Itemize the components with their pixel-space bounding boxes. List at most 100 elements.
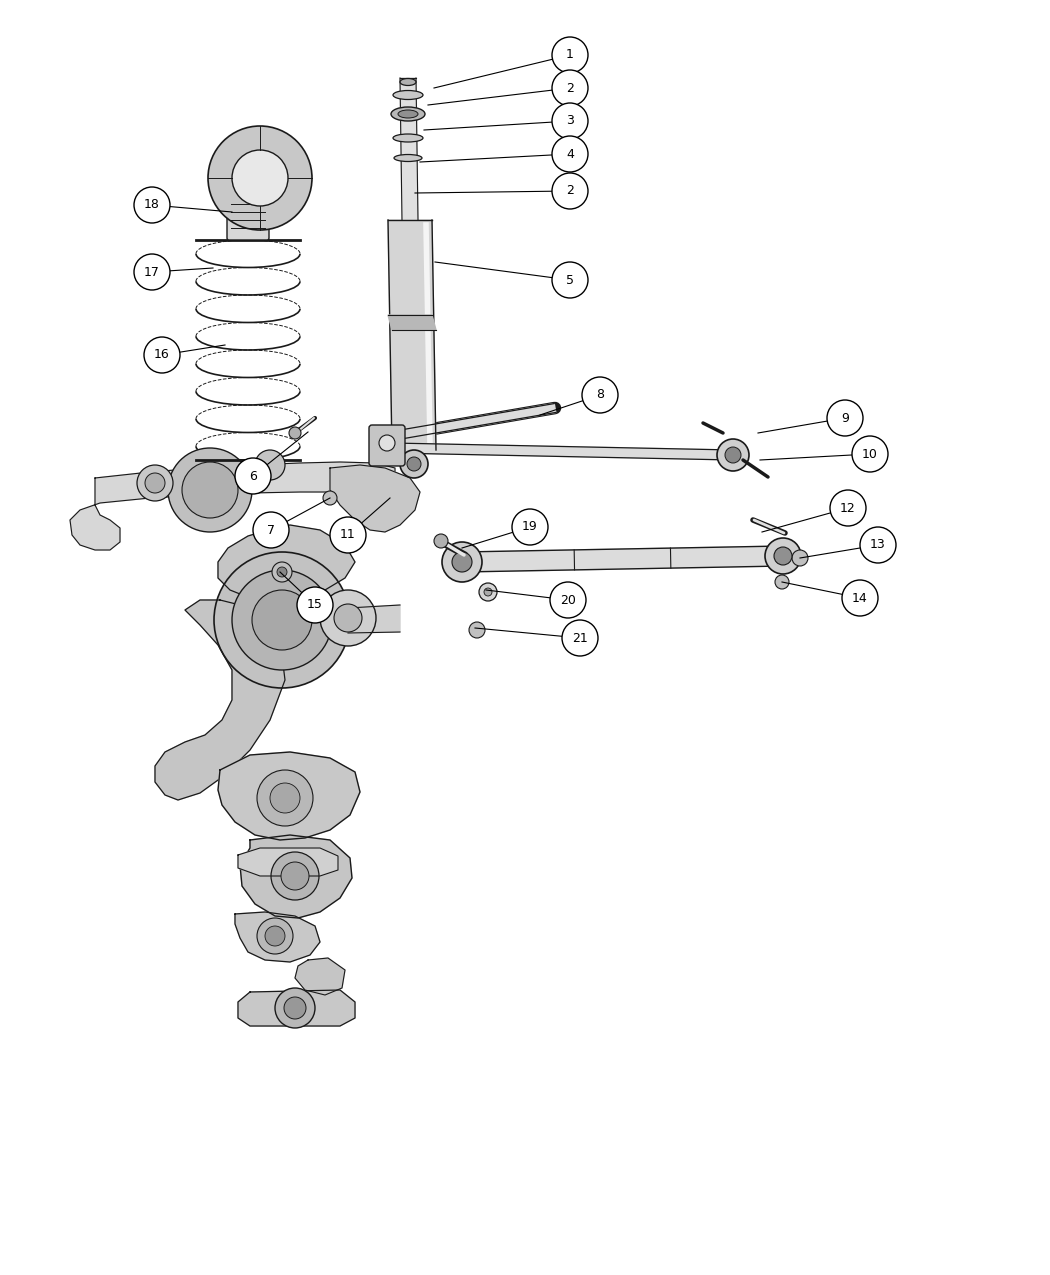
Polygon shape [238,989,355,1026]
Circle shape [852,436,888,472]
Circle shape [442,542,482,581]
Text: 10: 10 [862,448,878,460]
Circle shape [717,439,749,470]
Circle shape [512,509,548,544]
Circle shape [323,491,337,505]
Circle shape [145,473,165,493]
Ellipse shape [400,79,416,85]
Circle shape [182,462,238,518]
Text: 21: 21 [572,631,588,644]
Circle shape [232,150,288,207]
Circle shape [320,590,376,646]
Text: 19: 19 [522,520,538,533]
Circle shape [552,70,588,106]
Circle shape [257,770,313,826]
Circle shape [271,852,319,900]
Circle shape [277,567,287,578]
FancyBboxPatch shape [369,425,405,465]
Circle shape [235,458,271,493]
Polygon shape [238,848,338,876]
Circle shape [400,450,428,478]
Circle shape [134,254,170,289]
Circle shape [774,547,792,565]
Circle shape [765,538,801,574]
Polygon shape [295,958,345,994]
Text: 1: 1 [566,48,574,61]
Text: 11: 11 [340,529,356,542]
Polygon shape [330,465,420,532]
Text: 18: 18 [144,199,160,212]
Polygon shape [218,525,355,601]
Circle shape [134,187,170,223]
Circle shape [407,456,421,470]
Circle shape [214,552,350,689]
Text: 20: 20 [560,593,576,607]
Circle shape [562,620,598,657]
Circle shape [550,581,586,618]
Circle shape [860,527,896,564]
Circle shape [168,448,252,532]
Ellipse shape [394,154,422,162]
Circle shape [842,580,878,616]
Circle shape [284,997,306,1019]
Ellipse shape [391,107,425,121]
Circle shape [252,590,312,650]
Polygon shape [400,78,418,221]
Text: 5: 5 [566,274,574,287]
Polygon shape [392,442,733,460]
Polygon shape [218,752,360,840]
Circle shape [208,126,312,230]
Polygon shape [392,404,555,440]
Circle shape [281,862,309,890]
Polygon shape [348,606,400,632]
FancyBboxPatch shape [227,196,269,240]
Circle shape [724,448,741,463]
Polygon shape [462,546,783,572]
Circle shape [289,427,301,439]
Circle shape [830,490,866,527]
Circle shape [552,136,588,172]
Text: 2: 2 [566,82,574,94]
Circle shape [552,261,588,298]
Circle shape [253,513,289,548]
Text: 3: 3 [566,115,574,128]
Circle shape [552,173,588,209]
Text: 4: 4 [566,148,574,161]
Circle shape [265,926,285,946]
Circle shape [255,450,285,479]
Text: 9: 9 [841,412,849,425]
Circle shape [257,918,293,954]
Circle shape [827,400,863,436]
Circle shape [452,552,472,572]
Circle shape [775,575,789,589]
Circle shape [469,622,485,638]
Circle shape [379,435,395,451]
Text: 8: 8 [596,389,604,402]
Circle shape [330,516,366,553]
Text: 15: 15 [307,598,323,612]
Polygon shape [388,315,436,330]
Text: 6: 6 [249,469,257,482]
Text: 16: 16 [154,348,170,362]
Circle shape [582,377,618,413]
Circle shape [434,534,448,548]
Circle shape [484,588,492,595]
Circle shape [334,604,362,632]
Circle shape [275,988,315,1028]
Text: 7: 7 [267,524,275,537]
Text: 13: 13 [870,538,886,552]
Circle shape [479,583,497,601]
Circle shape [270,783,300,813]
Polygon shape [235,912,320,963]
Circle shape [272,562,292,581]
Circle shape [232,570,332,669]
Polygon shape [155,601,285,799]
Polygon shape [388,221,436,450]
Circle shape [792,550,809,566]
Circle shape [144,337,180,374]
Ellipse shape [393,134,423,142]
Ellipse shape [398,110,418,119]
Text: 17: 17 [144,265,160,278]
Ellipse shape [393,91,423,99]
Text: 14: 14 [853,592,868,604]
